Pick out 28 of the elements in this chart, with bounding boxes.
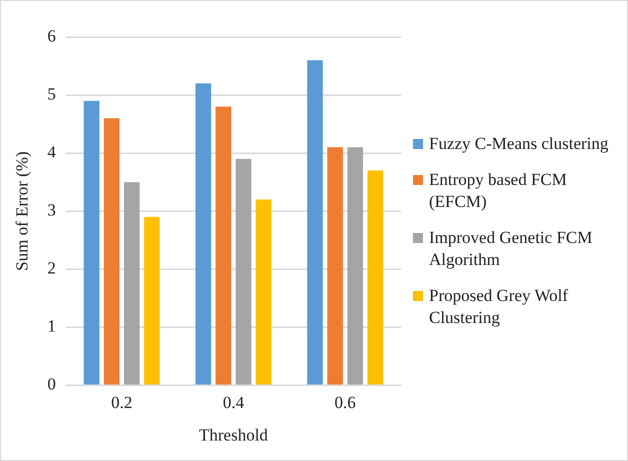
legend-label: Fuzzy C-Means clustering	[429, 132, 608, 154]
bar	[307, 60, 323, 384]
bar	[367, 170, 384, 384]
y-tick-label: 0	[47, 374, 56, 394]
x-tick-label: 0.2	[111, 392, 132, 412]
bar	[195, 83, 212, 384]
bar	[327, 147, 343, 384]
y-tick-label: 1	[47, 316, 56, 336]
x-tick-label: 0.4	[222, 392, 245, 412]
y-axis-title: Sum of Error (%)	[12, 151, 32, 271]
y-tick-label: 2	[47, 258, 56, 278]
bar	[104, 118, 120, 384]
bar	[84, 100, 100, 384]
legend-label: Improved Genetic FCM Algorithm	[429, 226, 594, 270]
x-tick-label: 0.6	[334, 392, 356, 412]
legend-label: Proposed Grey Wolf Clustering	[429, 284, 570, 328]
bar	[256, 199, 272, 384]
bar	[236, 158, 252, 384]
y-tick-label: 3	[47, 200, 56, 220]
bar	[347, 147, 364, 384]
legend-label: Entropy based FCM (EFCM)	[429, 168, 568, 212]
bar	[144, 216, 160, 384]
bar	[124, 182, 140, 384]
bar	[216, 106, 232, 384]
y-tick-label: 4	[47, 142, 56, 162]
y-tick-label: 5	[47, 84, 56, 104]
y-tick-label: 6	[47, 26, 56, 46]
x-axis-title: Threshold	[198, 425, 268, 444]
